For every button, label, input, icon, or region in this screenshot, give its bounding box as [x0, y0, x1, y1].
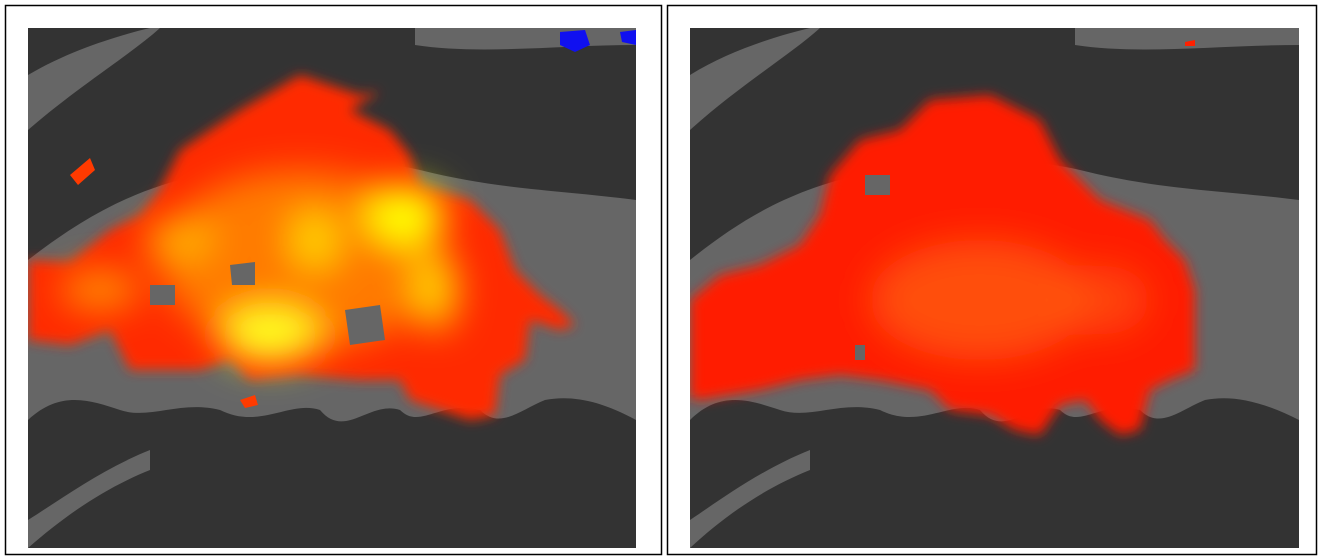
- figure: [0, 0, 1322, 559]
- page: [0, 0, 1322, 559]
- right-map: [690, 28, 1299, 548]
- left-map: [28, 28, 636, 548]
